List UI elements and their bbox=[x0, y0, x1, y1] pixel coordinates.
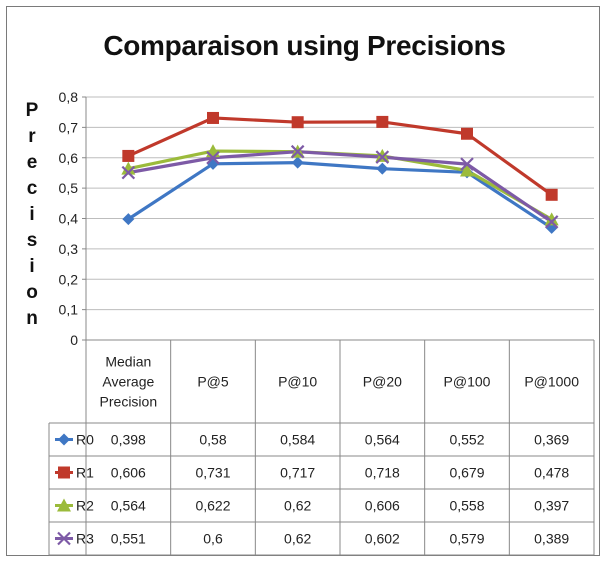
table-cell-R1: 0,717 bbox=[280, 465, 315, 481]
data-point-R0 bbox=[122, 213, 135, 226]
data-point-R3 bbox=[460, 157, 474, 171]
x-category-label: P@100 bbox=[444, 374, 491, 390]
y-axis-label-letter: i bbox=[29, 204, 35, 225]
table-cell-R2: 0,397 bbox=[534, 498, 569, 514]
table-cell-R3: 0,62 bbox=[284, 531, 311, 547]
legend-marker-R0 bbox=[58, 433, 70, 446]
table-cell-R3: 0,389 bbox=[534, 531, 569, 547]
y-axis-label-letter: n bbox=[26, 308, 38, 329]
data-point-R1 bbox=[461, 127, 473, 140]
y-tick-label: 0,2 bbox=[59, 271, 79, 287]
legend-label-R2: R2 bbox=[76, 498, 94, 514]
legend-marker-R3 bbox=[57, 531, 71, 546]
data-point-R3 bbox=[206, 150, 220, 165]
data-point-R0 bbox=[291, 156, 304, 169]
y-tick-label: 0,3 bbox=[59, 241, 79, 257]
chart-frame bbox=[6, 6, 600, 556]
y-tick-label: 0,5 bbox=[59, 180, 79, 196]
table-cell-R2: 0,622 bbox=[195, 498, 230, 514]
legend-label-R0: R0 bbox=[76, 432, 94, 448]
table-cell-R0: 0,58 bbox=[199, 432, 226, 448]
table-cell-R2: 0,564 bbox=[111, 498, 146, 514]
series-line-R3 bbox=[128, 150, 553, 224]
y-axis-label-letter: e bbox=[26, 152, 38, 173]
data-point-R1 bbox=[291, 116, 304, 129]
y-tick-label: 0,4 bbox=[59, 211, 79, 227]
series-line-R0 bbox=[127, 161, 553, 230]
data-point-R1 bbox=[545, 188, 558, 201]
legend-marker-R2 bbox=[57, 498, 71, 512]
y-tick-label: 0,8 bbox=[59, 89, 79, 105]
table-cell-R2: 0,606 bbox=[365, 498, 400, 514]
x-category-label: P@10 bbox=[278, 374, 317, 390]
data-point-R2 bbox=[375, 148, 390, 162]
table-cell-R1: 0,731 bbox=[195, 465, 230, 481]
data-point-R3 bbox=[544, 215, 559, 229]
y-axis-label-letter: r bbox=[28, 126, 36, 147]
table-cell-R1: 0,478 bbox=[534, 465, 569, 481]
table-cell-R1: 0,679 bbox=[449, 465, 484, 481]
y-tick-label: 0 bbox=[70, 332, 78, 348]
data-point-R1 bbox=[376, 115, 389, 128]
table-cell-R3: 0,579 bbox=[449, 531, 484, 547]
y-axis-label-letter: o bbox=[26, 282, 38, 303]
table-cell-R0: 0,369 bbox=[534, 432, 569, 448]
y-axis-label-letter: c bbox=[26, 178, 38, 199]
series-line-R1 bbox=[127, 116, 553, 197]
y-tick-label: 0,7 bbox=[59, 119, 79, 135]
data-point-R2 bbox=[121, 161, 136, 175]
data-point-R2 bbox=[544, 212, 559, 226]
table-cell-R0: 0,584 bbox=[280, 432, 315, 448]
table-cell-R1: 0,606 bbox=[111, 465, 146, 481]
data-point-R0 bbox=[376, 162, 389, 175]
table-cell-R0: 0,398 bbox=[111, 432, 146, 448]
table-cell-R3: 0,602 bbox=[365, 531, 400, 547]
legend-label-R1: R1 bbox=[76, 465, 94, 481]
data-point-R3 bbox=[375, 150, 390, 164]
data-point-R2 bbox=[460, 163, 474, 177]
y-axis-label-letter: s bbox=[26, 230, 38, 251]
data-point-R1 bbox=[122, 149, 135, 162]
x-category-label: P@1000 bbox=[524, 374, 579, 390]
y-tick-label: 0,1 bbox=[59, 302, 79, 318]
x-category-label: P@20 bbox=[363, 374, 402, 390]
y-axis-label-letter: P bbox=[25, 100, 39, 121]
data-point-R1 bbox=[207, 111, 219, 124]
table-cell-R0: 0,552 bbox=[449, 432, 484, 448]
chart-title: Comparaison using Precisions bbox=[103, 30, 506, 61]
y-axis-label-letter: i bbox=[29, 256, 35, 277]
table-cell-R3: 0,551 bbox=[111, 531, 146, 547]
x-category-label: Median Average Precision bbox=[100, 354, 158, 410]
legend-label-R3: R3 bbox=[76, 531, 94, 547]
data-point-R3 bbox=[290, 144, 305, 159]
y-tick-label: 0,6 bbox=[59, 150, 79, 166]
legend-marker-R1 bbox=[58, 466, 70, 479]
table-cell-R2: 0,558 bbox=[449, 498, 484, 514]
table-cell-R1: 0,718 bbox=[365, 465, 400, 481]
table-cell-R2: 0,62 bbox=[284, 498, 311, 514]
table-cell-R3: 0,6 bbox=[203, 531, 223, 547]
data-point-R3 bbox=[121, 165, 136, 180]
x-category-label: P@5 bbox=[197, 374, 229, 390]
table-cell-R0: 0,564 bbox=[365, 432, 400, 448]
